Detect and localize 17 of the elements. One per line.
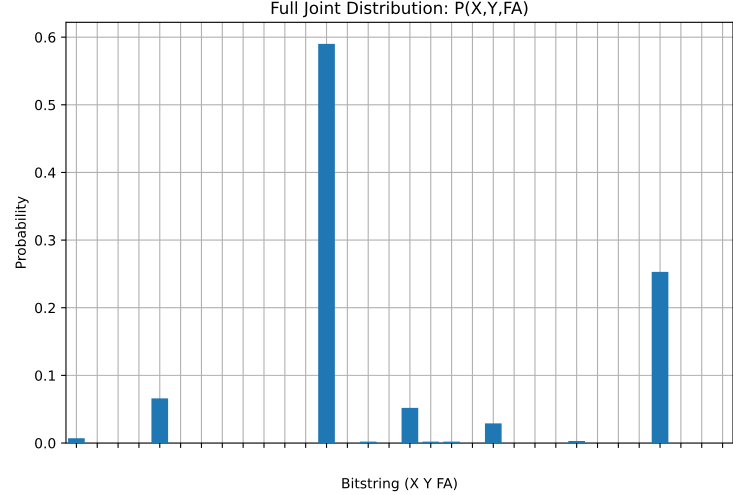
y-tick-label: 0.6 bbox=[35, 32, 56, 43]
y-tick-label: 0.4 bbox=[35, 167, 56, 178]
bar bbox=[652, 272, 668, 444]
bar bbox=[484, 423, 502, 444]
bar bbox=[402, 408, 418, 444]
y-tick-label: 0.3 bbox=[35, 235, 56, 246]
y-tick-label: 0.5 bbox=[35, 100, 56, 110]
y-axis-title: Probability bbox=[15, 196, 29, 268]
bar bbox=[568, 440, 586, 444]
bar bbox=[68, 438, 85, 444]
chart-title: Full Joint Distribution: P(X,Y,FA) bbox=[272, 1, 528, 18]
y-tick-label: 0.0 bbox=[35, 438, 56, 448]
x-axis-title: Bitstring (X Y FA) bbox=[342, 478, 457, 492]
y-tick-label: 0.2 bbox=[35, 302, 55, 314]
bar bbox=[151, 398, 168, 444]
y-tick-label: 0.1 bbox=[35, 370, 55, 381]
bar bbox=[318, 44, 335, 444]
